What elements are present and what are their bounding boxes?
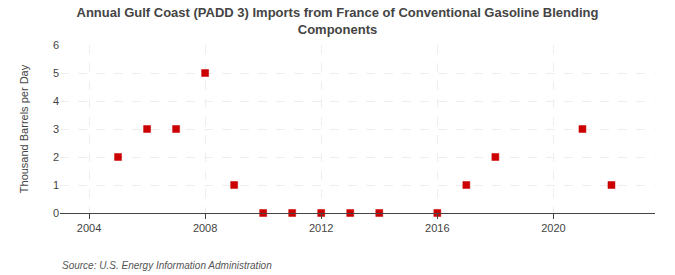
svg-text:0: 0: [53, 207, 59, 219]
svg-text:2020: 2020: [541, 222, 565, 234]
svg-text:6: 6: [53, 39, 59, 51]
svg-text:2012: 2012: [309, 222, 333, 234]
svg-text:5: 5: [53, 67, 59, 79]
svg-text:2004: 2004: [77, 222, 101, 234]
svg-text:3: 3: [53, 123, 59, 135]
svg-text:4: 4: [53, 95, 59, 107]
svg-text:2016: 2016: [425, 222, 449, 234]
svg-text:1: 1: [53, 179, 59, 191]
svg-text:2: 2: [53, 151, 59, 163]
svg-text:Thousand Barrels per Day: Thousand Barrels per Day: [18, 64, 30, 193]
svg-text:Source: U.S. Energy Informatio: Source: U.S. Energy Information Administ…: [62, 260, 272, 271]
svg-text:2008: 2008: [193, 222, 217, 234]
svg-text:Annual Gulf Coast (PADD 3) Imp: Annual Gulf Coast (PADD 3) Imports from …: [77, 5, 599, 37]
